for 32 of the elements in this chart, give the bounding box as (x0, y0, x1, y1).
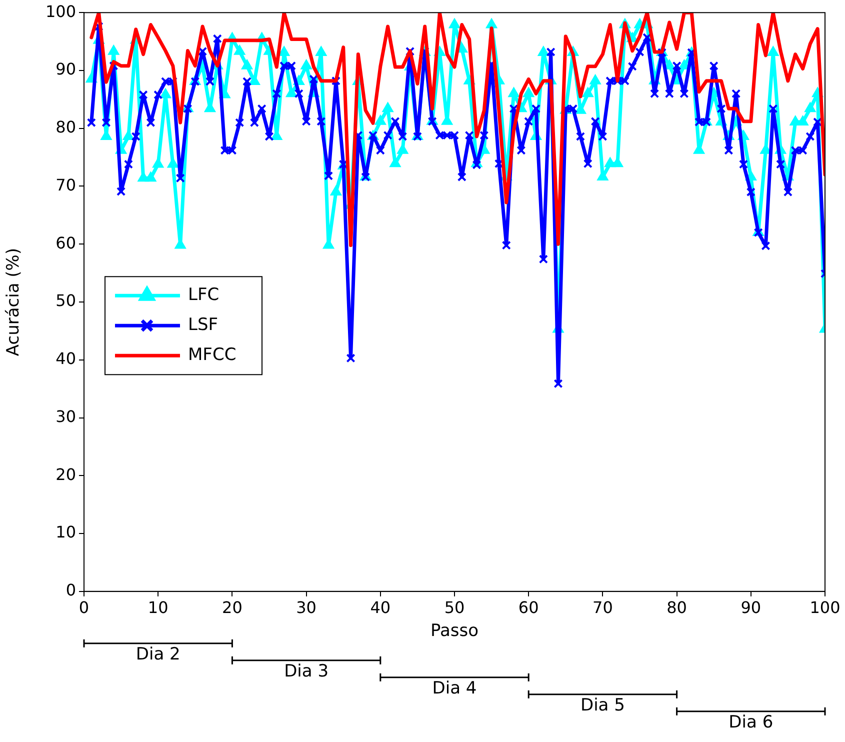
y-tick-label: 50 (56, 291, 76, 310)
x-tick-label: 70 (592, 598, 613, 618)
y-tick-label: 20 (56, 464, 76, 484)
legend-label: LSF (188, 315, 218, 336)
x-tick-label: 0 (78, 598, 90, 618)
x-tick-label: 50 (444, 598, 465, 618)
y-tick-label: 70 (56, 175, 76, 194)
text: Dia 2 (136, 644, 180, 664)
y-tick-label: 80 (56, 118, 76, 137)
text: Dia 3 (284, 661, 329, 682)
legend-label: LFC (188, 285, 220, 306)
x-tick-label: 10 (148, 598, 168, 618)
text: Dia 6 (728, 712, 774, 732)
y-axis-title: Acurácia (%) (4, 248, 24, 356)
legend-label: MFCC (188, 345, 236, 366)
x-axis-title: Passo (430, 621, 479, 642)
x-tick-label: 30 (296, 598, 316, 618)
y-tick-label: 0 (66, 580, 76, 600)
y-tick-label: 40 (56, 349, 76, 368)
x-tick-label: 90 (740, 598, 762, 618)
x-tick-label: 100 (810, 598, 840, 618)
x-tick-label: 60 (518, 598, 539, 618)
x-tick-label: 40 (370, 598, 391, 618)
text: Dia 5 (580, 695, 625, 716)
y-tick-label: 60 (56, 233, 76, 252)
y-tick-label: 90 (56, 60, 76, 79)
x-tick-label: 20 (222, 598, 242, 618)
x-tick-label: 80 (666, 598, 687, 618)
y-tick-label: 100 (45, 2, 76, 21)
text: Dia 4 (432, 678, 477, 698)
y-tick-label: 10 (56, 522, 76, 542)
y-tick-label: 30 (56, 406, 76, 426)
